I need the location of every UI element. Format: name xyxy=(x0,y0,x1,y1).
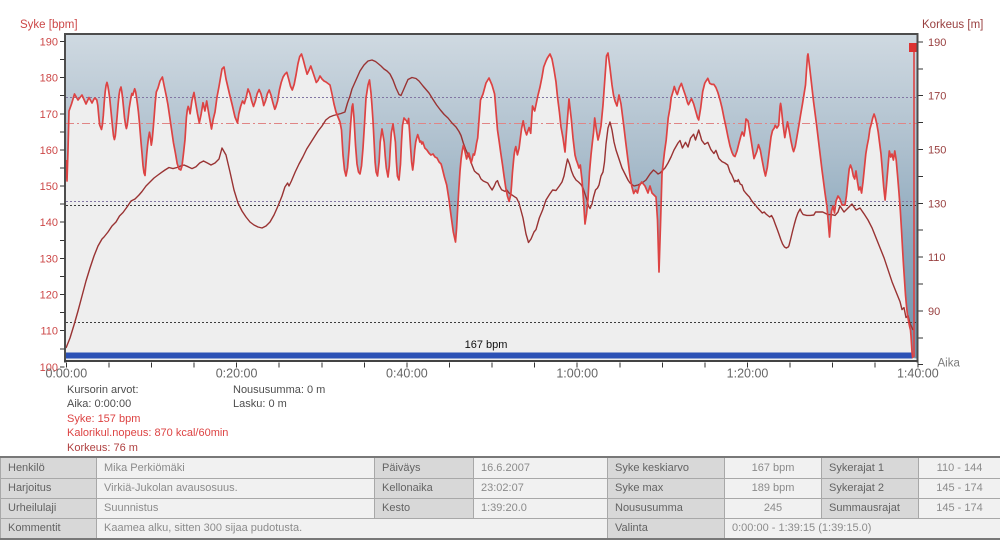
svg-text:130: 130 xyxy=(928,198,946,210)
svg-text:190: 190 xyxy=(40,37,58,49)
svg-text:110: 110 xyxy=(928,252,946,264)
svg-text:167 bpm: 167 bpm xyxy=(465,339,508,351)
svg-text:110: 110 xyxy=(40,326,58,338)
svg-text:Aika: Aika xyxy=(938,358,961,370)
svg-text:1:00:00: 1:00:00 xyxy=(556,367,598,381)
svg-text:Korkeus [m]: Korkeus [m] xyxy=(922,19,983,31)
svg-text:170: 170 xyxy=(928,91,946,103)
svg-text:0:00:00: 0:00:00 xyxy=(45,367,87,381)
svg-text:180: 180 xyxy=(40,73,58,85)
svg-text:90: 90 xyxy=(928,306,940,318)
svg-text:150: 150 xyxy=(40,181,58,193)
svg-text:160: 160 xyxy=(40,145,58,157)
svg-text:0:20:00: 0:20:00 xyxy=(216,367,258,381)
svg-text:140: 140 xyxy=(40,217,58,229)
svg-text:100: 100 xyxy=(40,362,58,374)
svg-text:1:40:00: 1:40:00 xyxy=(897,367,939,381)
svg-text:190: 190 xyxy=(928,37,946,49)
svg-text:150: 150 xyxy=(928,145,946,157)
svg-text:130: 130 xyxy=(40,253,58,265)
svg-text:170: 170 xyxy=(40,109,58,121)
svg-text:1:20:00: 1:20:00 xyxy=(727,367,769,381)
svg-text:0:40:00: 0:40:00 xyxy=(386,367,428,381)
svg-text:Syke [bpm]: Syke [bpm] xyxy=(20,19,78,31)
svg-text:120: 120 xyxy=(40,290,58,302)
